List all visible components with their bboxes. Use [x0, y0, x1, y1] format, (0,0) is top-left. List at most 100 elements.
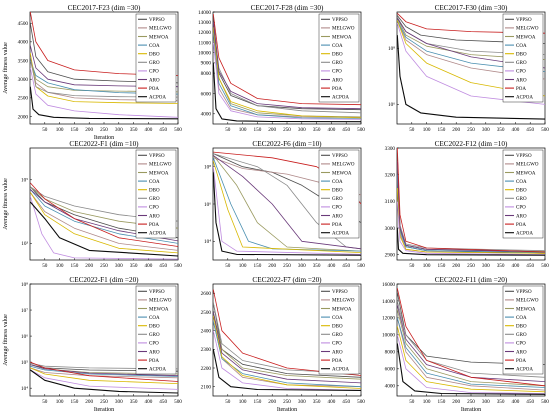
x-tick-label: 250 [283, 127, 291, 133]
series-line-aro [30, 45, 178, 88]
legend-label: MEWOA [516, 171, 536, 176]
x-tick-label: 450 [159, 127, 167, 133]
x-tick-label: 300 [298, 127, 306, 133]
y-tick-label: 10⁷ [21, 308, 28, 314]
legend-label: DBO [332, 189, 343, 194]
x-tick-label: 250 [283, 399, 291, 405]
legend-label: MEWOA [516, 35, 536, 40]
y-axis-label: Average fitness value [2, 178, 9, 230]
legend-label: MEWOA [332, 171, 352, 176]
x-tick-label: 100 [56, 399, 64, 405]
chart-title: CEC2022-F7 (dim =20) [252, 276, 322, 284]
series-line-poa [30, 182, 178, 247]
legend-label: COA [149, 180, 160, 185]
series-line-dbo [213, 315, 361, 389]
y-tick-label: 4500 [18, 21, 29, 27]
x-tick-label: 200 [452, 263, 460, 269]
x-tick-label: 100 [423, 127, 431, 133]
legend: VPPSO MELGWO MEWOA COA DBO GRO CPO ARO POA ACPOA [502, 13, 544, 103]
x-tick-label: 350 [497, 399, 505, 405]
series-line-cpo [213, 42, 361, 120]
series-line-vppso [397, 15, 545, 44]
legend-box [502, 13, 544, 103]
series-line-acpoa [397, 227, 545, 256]
legend-label: ACPOA [332, 96, 349, 101]
series-line-coa [213, 321, 361, 388]
x-tick-label: 200 [452, 399, 460, 405]
y-tick-label: 6000 [385, 367, 396, 373]
x-tick-label: 300 [482, 263, 490, 269]
legend-label: ARO [149, 350, 160, 355]
legend-label: MELGWO [332, 299, 355, 304]
legend-label: MEWOA [332, 307, 352, 312]
legend-label: DBO [149, 325, 160, 330]
series-line-cpo [397, 334, 545, 394]
series-group [30, 361, 178, 394]
legend-label: ACPOA [516, 232, 533, 237]
legend-box [502, 149, 544, 239]
x-tick-label: 450 [159, 263, 167, 269]
legend-box [318, 285, 360, 375]
y-tick-label: 2500 [201, 310, 212, 316]
x-tick-label: 150 [438, 127, 446, 133]
chart-panel: CEC2022-F11 (dim =20) 50 100 150 200 250 300 35… [382, 276, 549, 412]
chart-panel: CEC2017-F30 (dim =30) 50 100 150 200 250 300 35… [388, 4, 549, 133]
y-tick-label: 10⁸ [21, 282, 28, 288]
series-line-acpoa [30, 86, 178, 120]
legend-label: GRO [332, 197, 343, 202]
chart-panel: CEC2022-F1 (dim =20) 50 100 150 200 250 300 350… [2, 276, 182, 412]
series-line-acpoa [397, 343, 545, 395]
x-tick-label: 50 [225, 263, 231, 269]
legend: VPPSO MELGWO MEWOA COA DBO GRO CPO ARO POA ACPOA [502, 285, 544, 375]
x-tick-label: 450 [526, 263, 534, 269]
series-group [397, 13, 545, 120]
legend-label: MEWOA [516, 307, 536, 312]
x-tick-label: 50 [225, 399, 231, 405]
x-tick-label: 200 [268, 263, 276, 269]
y-tick-label: 2900 [385, 252, 396, 258]
legend-label: ARO [332, 78, 343, 83]
x-tick-label: 350 [313, 263, 321, 269]
legend-label: CPO [149, 342, 159, 347]
legend-box [135, 285, 177, 375]
series-line-acpoa [30, 369, 178, 394]
x-tick-label: 400 [512, 263, 520, 269]
x-tick-label: 500 [541, 127, 549, 133]
legend-label: ACPOA [516, 368, 533, 373]
x-tick-label: 450 [526, 127, 534, 133]
x-tick-label: 250 [467, 127, 475, 133]
legend-label: CPO [516, 342, 526, 347]
y-tick-label: 2300 [201, 347, 212, 353]
x-tick-label: 50 [409, 399, 415, 405]
y-tick-label: 10⁵ [21, 178, 28, 184]
legend-label: CPO [516, 70, 526, 75]
y-tick-label: 10⁶ [21, 334, 28, 340]
legend-label: ARO [332, 214, 343, 219]
y-tick-label: 2100 [201, 384, 212, 390]
series-line-poa [213, 13, 361, 106]
chart-panel: CEC2022-F12 (dim =10) 50 100 150 200 250 300 35… [385, 140, 550, 269]
x-tick-label: 350 [130, 127, 138, 133]
x-tick-label: 500 [174, 263, 182, 269]
series-line-gro [213, 302, 361, 374]
series-line-aro [397, 161, 545, 253]
legend-label: MELGWO [149, 299, 172, 304]
legend-label: MELGWO [332, 163, 355, 168]
legend-label: POA [516, 87, 526, 92]
x-tick-label: 300 [482, 399, 490, 405]
series-line-cpo [30, 369, 178, 390]
x-tick-label: 50 [225, 127, 231, 133]
x-axis-label: Iteration [277, 407, 297, 412]
series-line-poa [397, 288, 545, 387]
y-axis-label: Average fitness value [2, 314, 9, 366]
legend: VPPSO MELGWO MEWOA COA DBO GRO CPO ARO POA ACPOA [318, 285, 360, 375]
legend: VPPSO MELGWO MEWOA COA DBO GRO CPO ARO POA ACPOA [135, 149, 177, 239]
series-line-melgwo [397, 20, 545, 80]
y-tick-label: 10000 [198, 51, 211, 57]
series-line-coa [397, 317, 545, 388]
x-tick-label: 100 [56, 263, 64, 269]
legend-label: VPPSO [149, 154, 165, 159]
legend-label: CPO [149, 206, 159, 211]
y-tick-label: 2500 [18, 96, 29, 102]
legend-label: COA [332, 44, 343, 49]
